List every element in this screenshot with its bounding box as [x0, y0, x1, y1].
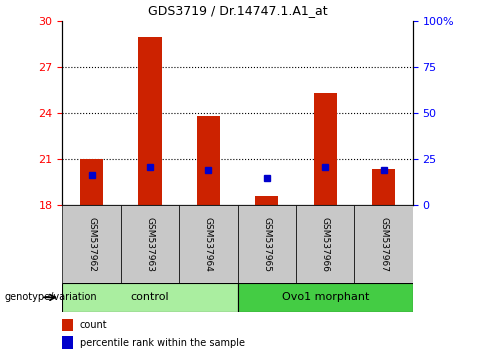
Text: GSM537966: GSM537966 [321, 217, 330, 272]
Bar [121, 205, 179, 283]
Bar [80, 159, 103, 205]
Text: GSM537965: GSM537965 [262, 217, 271, 272]
Bar [354, 205, 413, 283]
Bar [62, 205, 121, 283]
Bar [62, 319, 73, 331]
Text: GSM537963: GSM537963 [145, 217, 155, 272]
Bar [238, 205, 296, 283]
Bar [138, 36, 162, 205]
Text: GSM537964: GSM537964 [204, 217, 213, 272]
Bar [296, 205, 354, 283]
Text: GSM537962: GSM537962 [87, 217, 96, 272]
Bar [62, 283, 238, 312]
Text: GSM537967: GSM537967 [379, 217, 388, 272]
Text: percentile rank within the sample: percentile rank within the sample [80, 338, 245, 348]
Bar [197, 116, 220, 205]
Text: genotype/variation: genotype/variation [5, 292, 97, 302]
Bar [238, 283, 413, 312]
Bar [313, 93, 337, 205]
Bar [255, 196, 278, 205]
Bar [179, 205, 238, 283]
Bar [372, 169, 395, 205]
Text: count: count [80, 320, 108, 330]
Bar [62, 336, 73, 349]
Text: Ovo1 morphant: Ovo1 morphant [281, 292, 369, 302]
Text: control: control [131, 292, 169, 302]
Title: GDS3719 / Dr.14747.1.A1_at: GDS3719 / Dr.14747.1.A1_at [148, 4, 327, 17]
